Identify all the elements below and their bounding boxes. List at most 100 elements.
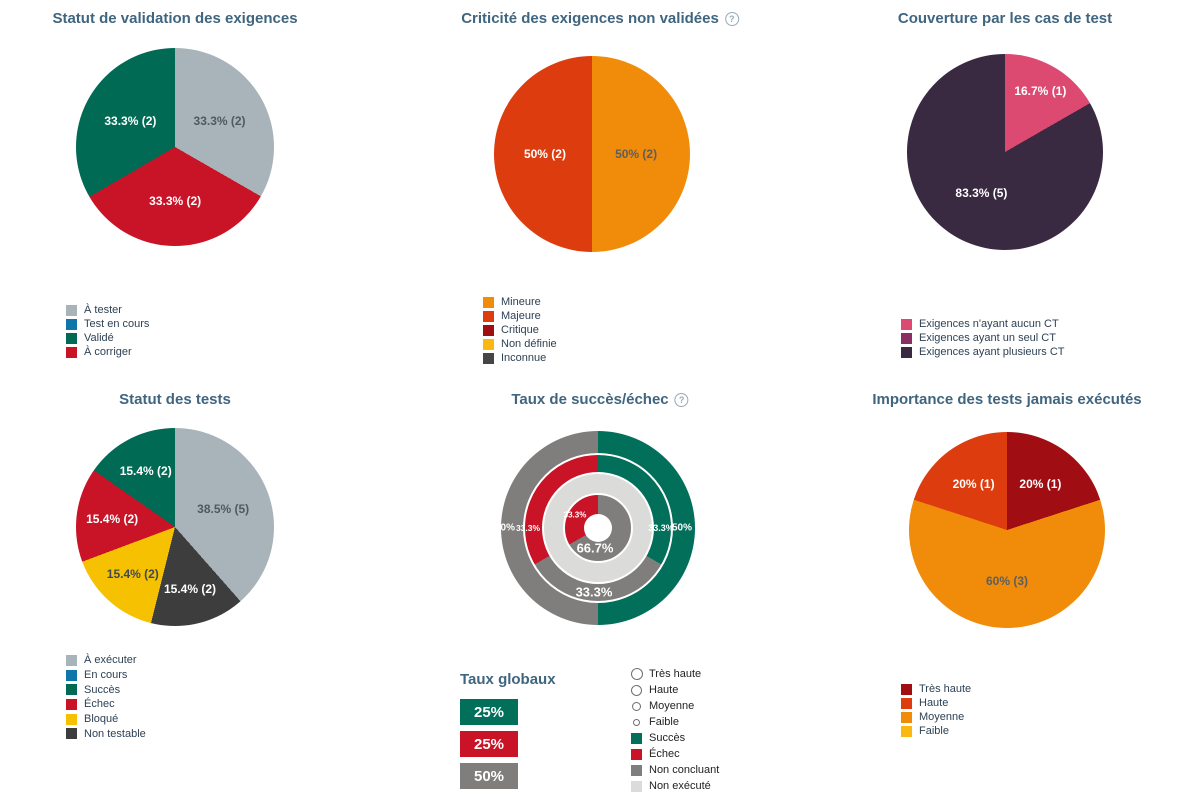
legend-item: Test en cours bbox=[65, 317, 149, 331]
global-rate-badge: 25% bbox=[460, 699, 518, 725]
help-icon[interactable]: ? bbox=[724, 12, 739, 26]
legend-label: Mineure bbox=[501, 296, 541, 308]
chart-cell-criticality-unvalidated: Criticité des exigences non validées? 50… bbox=[398, 0, 796, 385]
legend-label: Test en cours bbox=[84, 318, 150, 330]
legend-swatch bbox=[900, 318, 913, 330]
chart-title-text: Importance des tests jamais exécutés bbox=[872, 391, 1142, 408]
legend-swatch bbox=[900, 711, 913, 723]
color-swatch-icon bbox=[901, 725, 912, 737]
legend-item: Succès bbox=[630, 730, 719, 746]
legend-item: À corriger bbox=[65, 345, 149, 359]
legend-item: Exigences ayant un seul CT bbox=[900, 331, 1065, 345]
color-swatch-icon bbox=[66, 304, 77, 316]
legend-label: Moyenne bbox=[649, 700, 695, 712]
legend-label: Exigences ayant un seul CT bbox=[919, 332, 1056, 344]
legend-item: Très haute bbox=[900, 682, 971, 696]
pie-slice-label: 20% (1) bbox=[952, 477, 995, 491]
legend-swatch bbox=[65, 684, 78, 696]
global-rates-title: Taux globaux bbox=[460, 671, 556, 688]
legend-label: Faible bbox=[919, 725, 949, 737]
legend-swatch bbox=[65, 728, 78, 740]
importance-circle-icon bbox=[632, 701, 641, 711]
legend-label: À corriger bbox=[84, 346, 132, 358]
legend-item: Mineure bbox=[482, 295, 557, 309]
color-swatch-icon bbox=[901, 332, 912, 344]
chart-legend: À tester Test en cours Validé À corriger bbox=[65, 303, 149, 359]
pie-statut-des-tests[interactable] bbox=[76, 428, 274, 626]
legend-swatch bbox=[65, 318, 78, 330]
color-swatch-icon bbox=[901, 683, 912, 695]
color-swatch-icon bbox=[66, 318, 77, 330]
pie-slice-label: 16.7% (1) bbox=[1014, 83, 1067, 98]
color-swatch-icon bbox=[901, 697, 912, 709]
legend-item: Faible bbox=[900, 724, 971, 738]
pie-chart-area: 20% (1) 60% (3) 20% (1) bbox=[796, 385, 1194, 809]
legend-label: Non exécuté bbox=[649, 780, 711, 792]
legend-item: Critique bbox=[482, 323, 557, 337]
legend-item: Haute bbox=[630, 682, 719, 698]
legend-swatch bbox=[482, 352, 495, 364]
legend-label: Bloqué bbox=[84, 713, 119, 726]
color-swatch-icon bbox=[66, 684, 77, 696]
color-swatch-icon bbox=[901, 346, 912, 358]
pie-chart-area: 33.3% (2) 33.3% (2) 33.3% (2) bbox=[0, 0, 398, 385]
legend-swatch bbox=[482, 296, 495, 308]
chart-legend: Très haute Haute Moyenne Faible bbox=[900, 682, 971, 738]
legend-item: Haute bbox=[900, 696, 971, 710]
legend-swatch bbox=[482, 324, 495, 336]
legend-item: Inconnue bbox=[482, 351, 557, 365]
help-icon[interactable]: ? bbox=[674, 393, 689, 407]
legend-swatch bbox=[900, 346, 913, 358]
importance-circle-icon bbox=[630, 668, 643, 680]
legend-label: Non définie bbox=[501, 338, 557, 350]
chart-title-text: Taux de succès/échec bbox=[511, 391, 669, 408]
legend-label: Non testable bbox=[84, 727, 146, 740]
legend-label: Échec bbox=[649, 748, 680, 760]
pie-slice-label: 15.4% (2) bbox=[106, 567, 159, 582]
chart-title: Taux de succès/échec? bbox=[511, 391, 689, 408]
color-swatch-icon bbox=[483, 296, 494, 308]
legend-item: À exécuter bbox=[65, 653, 146, 668]
pie-criticite-exigences-non-validees[interactable] bbox=[494, 56, 690, 252]
chart-title: Statut de validation des exigences bbox=[52, 10, 297, 27]
global-rate-badge: 25% bbox=[460, 731, 518, 757]
sunburst-label: 33.3% bbox=[563, 510, 587, 520]
legend-item: En cours bbox=[65, 668, 146, 683]
legend-swatch bbox=[65, 654, 78, 666]
sunburst-label: 33.3% bbox=[648, 523, 674, 533]
pie-slice-label: 33.3% (2) bbox=[193, 114, 246, 129]
pie-couverture-cas-de-test[interactable] bbox=[907, 54, 1103, 250]
pie-statut-validation-exigences[interactable] bbox=[76, 48, 274, 246]
pie-importance-tests-jamais-executes[interactable] bbox=[909, 432, 1105, 628]
legend-label: Inconnue bbox=[501, 352, 547, 364]
color-swatch-icon bbox=[66, 332, 77, 344]
legend-swatch bbox=[900, 697, 913, 709]
legend-swatch bbox=[482, 310, 495, 322]
sunburst-label: 33.3% bbox=[515, 523, 541, 533]
legend-swatch bbox=[630, 780, 643, 792]
chart-title-text: Statut des tests bbox=[119, 391, 231, 408]
legend-label: Échec bbox=[84, 698, 115, 711]
legend-label: Très haute bbox=[919, 683, 972, 695]
pie-slice-label: 60% (3) bbox=[985, 573, 1029, 588]
color-swatch-icon bbox=[483, 338, 494, 350]
legend-label: En cours bbox=[84, 669, 128, 682]
legend-swatch bbox=[630, 764, 643, 776]
sunburst-label: 50% bbox=[671, 522, 693, 534]
legend-label: Validé bbox=[84, 332, 114, 344]
legend-item: Non exécuté bbox=[630, 778, 719, 794]
chart-cell-test-status: Statut des tests 38.5% (5) 15.4% (2) 15.4%… bbox=[0, 385, 398, 809]
legend-item: Succès bbox=[65, 682, 146, 697]
sunburst-ring-4[interactable] bbox=[563, 493, 633, 563]
sunburst-label: 66.7% bbox=[576, 540, 614, 556]
pie-chart-area: 38.5% (5) 15.4% (2) 15.4% (2) 15.4% (2) 15.4… bbox=[0, 385, 398, 809]
sunburst-label: 50% bbox=[494, 522, 516, 534]
legend-label: Haute bbox=[649, 684, 679, 696]
legend-swatch bbox=[65, 332, 78, 344]
pie-slice-label: 50% (2) bbox=[523, 147, 566, 161]
color-swatch-icon bbox=[901, 711, 912, 723]
importance-circle-icon bbox=[631, 684, 642, 696]
global-rate-badge: 50% bbox=[460, 763, 518, 789]
legend-item: Majeure bbox=[482, 309, 557, 323]
